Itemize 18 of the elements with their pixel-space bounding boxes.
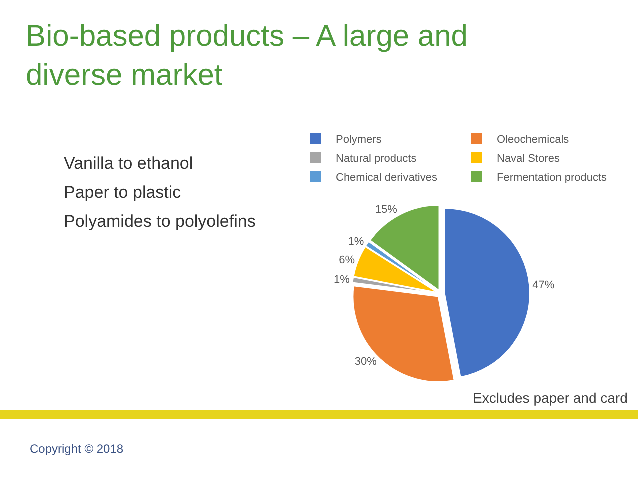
- legend-label: Natural products: [336, 152, 418, 165]
- text: Paper to plastic: [64, 183, 182, 202]
- text: Vanilla to ethanol: [64, 154, 194, 173]
- data-label: 1%: [348, 236, 364, 248]
- data-label: 1%: [334, 274, 350, 286]
- data-label: 15%: [375, 204, 398, 216]
- text: Polyamides to polyolefins: [64, 212, 256, 231]
- data-label: 6%: [339, 254, 356, 266]
- data-label: 30%: [354, 356, 378, 368]
- legend-label: Polymers: [336, 134, 382, 146]
- legend-label: Oleochemicals: [497, 134, 570, 146]
- text: Copyright © 2018: [30, 442, 124, 456]
- legend-label: Fermentation products: [497, 172, 608, 184]
- data-label: 47%: [532, 280, 555, 292]
- legend-label: Naval Stores: [497, 152, 560, 165]
- legend-label: Chemical derivatives: [336, 172, 438, 184]
- text: Excludes paper and card: [473, 390, 628, 406]
- chart-title: Bio-based products – A large and diverse market: [26, 20, 468, 92]
